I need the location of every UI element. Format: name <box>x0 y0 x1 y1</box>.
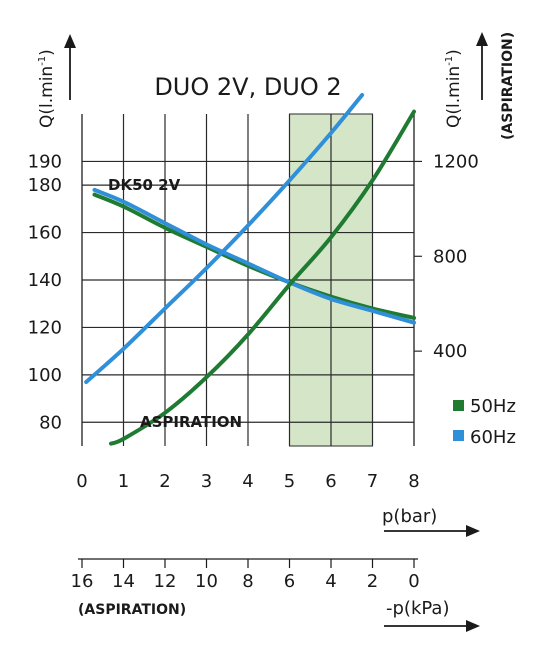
aspiration-annotation: ASPIRATION <box>140 413 242 431</box>
x2-tick-label: 12 <box>154 571 177 592</box>
x-tick-label: 8 <box>408 471 419 492</box>
legend-swatch-60hz <box>453 430 464 441</box>
left-tick-label: 120 <box>28 317 62 338</box>
series-line-3 <box>109 109 416 446</box>
x2-axis-arrowhead <box>466 620 480 632</box>
right-axis-arrowhead <box>476 32 488 46</box>
legend-swatch-50hz <box>453 400 464 411</box>
legend-label-60hz: 60Hz <box>470 427 516 448</box>
x2-tick-label: 6 <box>284 571 295 592</box>
series-line-1 <box>92 187 416 325</box>
x-tick-label: 3 <box>201 471 212 492</box>
x-tick-label: 2 <box>159 471 170 492</box>
left-axis-label-text: Q(l.min <box>37 66 57 128</box>
left-axis-arrowhead <box>64 34 76 48</box>
x2-axis-label: -p(kPa) <box>386 598 449 619</box>
x-tick-label: 6 <box>325 471 336 492</box>
x2-tick-label: 2 <box>367 571 378 592</box>
x-tick-label: 5 <box>284 471 295 492</box>
left-tick-label: 100 <box>28 365 62 386</box>
right-tick-label: 400 <box>433 341 467 362</box>
left-tick-label: 80 <box>39 412 62 433</box>
right-axis-label-sup: -1 <box>444 56 455 66</box>
left-axis-label: Q(l.min-1) <box>37 49 57 128</box>
x-axis-label: p(bar) <box>382 506 437 527</box>
x-tick-label: 4 <box>242 471 253 492</box>
x2-tick-label: 8 <box>242 571 253 592</box>
x-tick-label: 0 <box>76 471 87 492</box>
chart-title: DUO 2V, DUO 2 <box>154 73 341 101</box>
series-line-2 <box>84 93 365 384</box>
left-tick-label: 180 <box>28 175 62 196</box>
right-axis-sublabel: (ASPIRATION) <box>500 32 516 140</box>
left-axis-label-sup: -1 <box>37 56 48 66</box>
grid <box>81 114 422 446</box>
right-tick-label: 1200 <box>433 151 479 172</box>
legend-label-50hz: 50Hz <box>470 396 516 417</box>
left-tick-label: 140 <box>28 270 62 291</box>
series-line-0 <box>92 192 416 320</box>
left-tick-label: 190 <box>28 151 62 172</box>
curves <box>84 93 416 446</box>
x2-axis-sublabel: (ASPIRATION) <box>78 602 186 618</box>
x-tick-label: 1 <box>118 471 129 492</box>
right-tick-label: 800 <box>433 246 467 267</box>
right-axis-label-text: Q(l.min <box>444 66 464 128</box>
x2-tick-label: 0 <box>408 571 419 592</box>
right-axis-label: Q(l.min-1) <box>444 49 464 128</box>
left-tick-label: 160 <box>28 223 62 244</box>
x2-tick-label: 4 <box>325 571 336 592</box>
x-axis-arrowhead <box>466 525 480 537</box>
x2-tick-label: 16 <box>71 571 94 592</box>
x2-tick-label: 10 <box>195 571 218 592</box>
x-tick-label: 7 <box>367 471 378 492</box>
x2-tick-label: 14 <box>112 571 135 592</box>
dk50-annotation: DK50 2V <box>108 176 181 194</box>
